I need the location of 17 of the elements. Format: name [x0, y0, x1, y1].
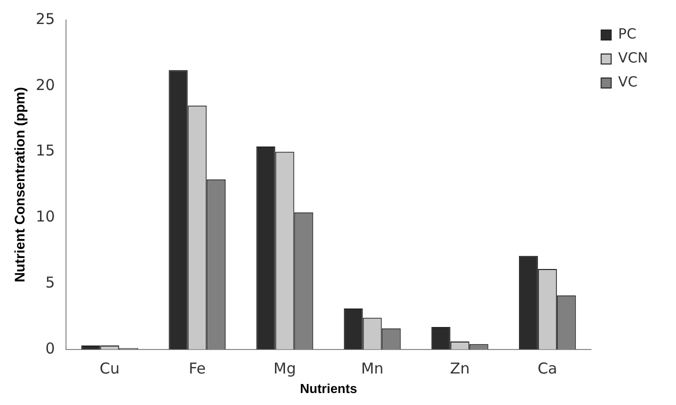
- legend-label: PC: [618, 26, 637, 43]
- x-tick-label: Fe: [188, 359, 206, 378]
- y-tick-label: 5: [45, 273, 55, 292]
- y-axis-title: Nutrient Consentration (ppm): [11, 87, 28, 282]
- x-tick-label: Zn: [450, 359, 470, 378]
- legend-label: VC: [618, 74, 638, 91]
- x-tick-label: Cu: [100, 359, 120, 378]
- x-tick-label: Mg: [274, 359, 296, 378]
- legend-label: VCN: [618, 50, 648, 67]
- y-tick-label: 0: [45, 339, 55, 358]
- y-tick-label: 20: [36, 76, 55, 94]
- y-tick-label: 15: [36, 142, 55, 160]
- y-tick-label: 10: [36, 208, 55, 226]
- x-tick-label: Mn: [361, 359, 384, 378]
- x-axis-title: Nutrients: [300, 380, 358, 396]
- x-tick-label: Ca: [538, 359, 558, 378]
- y-tick-label: 25: [36, 10, 55, 28]
